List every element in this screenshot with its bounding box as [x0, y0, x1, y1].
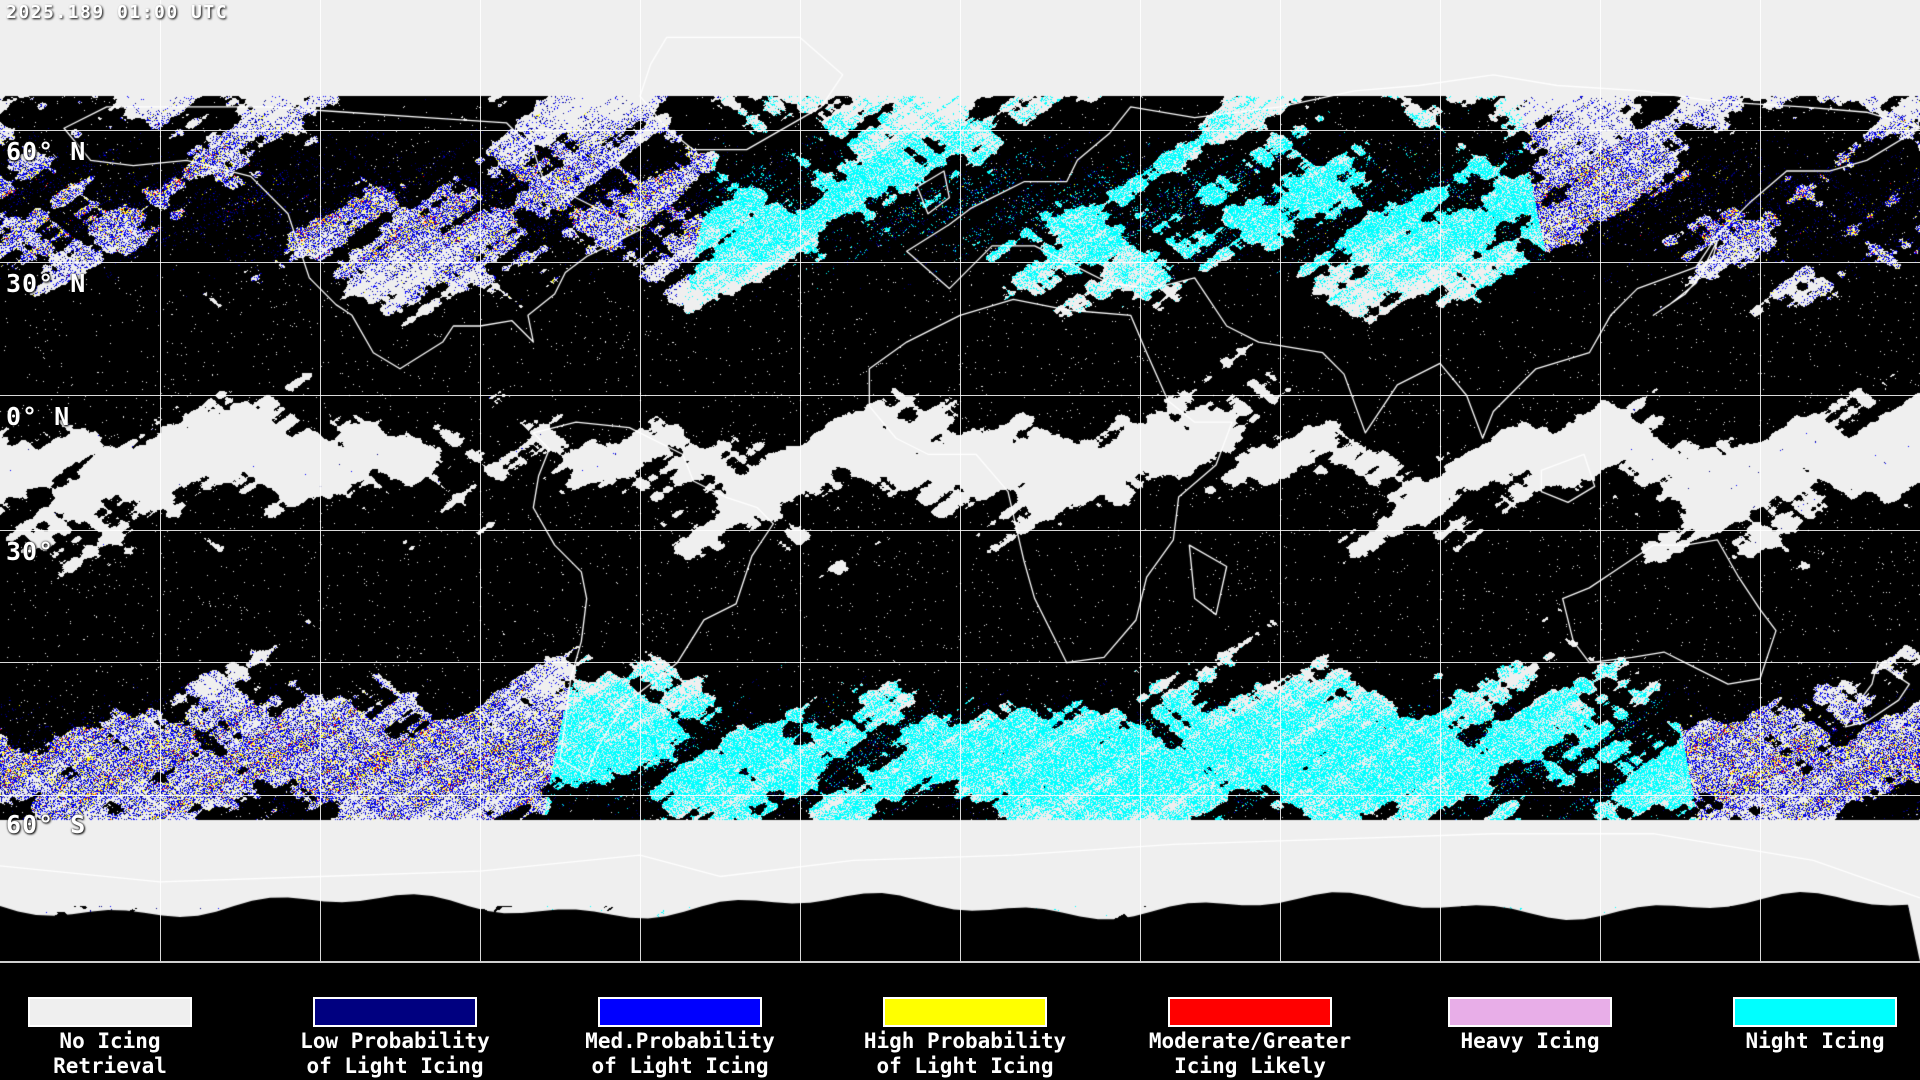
- legend-swatch-moderate-greater-icing-likely: [1168, 997, 1332, 1027]
- map-bottom-divider: [0, 961, 1920, 963]
- legend-label-no-icing-retrieval: No Icing Retrieval: [53, 1029, 167, 1078]
- legend-label-heavy-icing: Heavy Icing: [1460, 1029, 1600, 1053]
- timestamp-label: 2025.189 01:00 UTC: [6, 2, 229, 23]
- legend-label-moderate-greater-icing-likely: Moderate/Greater Icing Likely: [1148, 1029, 1352, 1078]
- icing-legend: No Icing Retrieval Low Probability of Lig…: [0, 963, 1920, 1080]
- legend-swatch-high-probability-light-icing: [883, 997, 1047, 1027]
- legend-label-med-probability-light-icing: Med.Probability of Light Icing: [585, 1029, 775, 1078]
- legend-swatch-no-icing-retrieval: [28, 997, 192, 1027]
- legend-swatch-night-icing: [1733, 997, 1897, 1027]
- legend-label-low-probability-light-icing: Low Probability of Light Icing: [300, 1029, 490, 1078]
- legend-label-high-probability-light-icing: High Probability of Light Icing: [863, 1029, 1067, 1078]
- legend-swatch-med-probability-light-icing: [598, 997, 762, 1027]
- legend-swatch-low-probability-light-icing: [313, 997, 477, 1027]
- legend-label-night-icing: Night Icing: [1745, 1029, 1885, 1053]
- satellite-icing-raster: [0, 0, 1920, 962]
- global-icing-map[interactable]: 60° N 30° N 0° N 30° 60° S 2025.189 01:00 UT…: [0, 0, 1920, 962]
- legend-swatch-heavy-icing: [1448, 997, 1612, 1027]
